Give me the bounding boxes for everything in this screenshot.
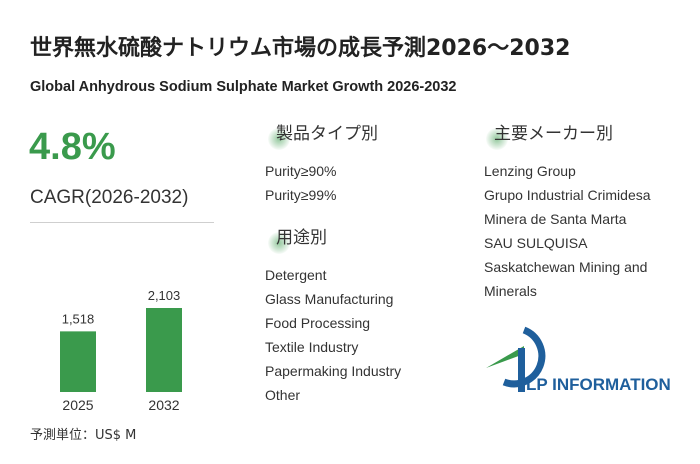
- list-item: Glass Manufacturing: [265, 291, 394, 307]
- divider: [30, 222, 214, 223]
- category-label: 2032: [148, 397, 179, 413]
- bar-2025: [60, 331, 96, 392]
- section-dot-icon: [486, 128, 508, 150]
- list-item: Purity≥90%: [265, 163, 337, 179]
- list-item: Saskatchewan Mining and Minerals: [484, 259, 648, 299]
- cagr-label: CAGR(2026-2032): [30, 187, 189, 208]
- type-list: Purity≥90% Purity≥99%: [265, 159, 337, 207]
- bar-value-label: 2,103: [148, 288, 181, 303]
- bar-chart: 1,518 2025 2,103 2032: [60, 288, 182, 413]
- section-title-players: 主要メーカー別: [494, 124, 613, 144]
- list-item: Purity≥99%: [265, 187, 337, 203]
- list-item: Grupo Industrial Crimidesa: [484, 187, 651, 203]
- list-item: SAU SULQUISA: [484, 235, 588, 251]
- player-list: Lenzing Group Grupo Industrial Crimidesa…: [484, 159, 669, 303]
- lp-information-logo: LP INFORMATION: [486, 326, 671, 394]
- list-item: Minera de Santa Marta: [484, 211, 627, 227]
- list-item: Textile Industry: [265, 339, 359, 355]
- section-dot-icon: [268, 232, 290, 254]
- page-title: 世界無水硫酸ナトリウム市場の成長予測2026～2032: [30, 36, 571, 61]
- section-title-application: 用途別: [276, 228, 327, 248]
- bar-2032: [146, 308, 182, 392]
- cagr-value: 4.8%: [29, 126, 116, 168]
- logo-text: LP INFORMATION: [526, 375, 671, 394]
- list-item: Lenzing Group: [484, 163, 576, 179]
- category-label: 2025: [62, 397, 93, 413]
- page-subtitle: Global Anhydrous Sodium Sulphate Market …: [30, 79, 457, 95]
- application-list: Detergent Glass Manufacturing Food Proce…: [265, 263, 401, 407]
- bar-value-label: 1,518: [62, 311, 95, 326]
- section-title-type: 製品タイプ別: [276, 124, 378, 144]
- list-item: Other: [265, 387, 301, 403]
- list-item: Papermaking Industry: [265, 363, 402, 379]
- list-item: Food Processing: [265, 315, 371, 331]
- list-item: Detergent: [265, 267, 327, 283]
- section-dot-icon: [268, 128, 290, 150]
- unit-label: 予測単位：US$ M: [30, 428, 137, 443]
